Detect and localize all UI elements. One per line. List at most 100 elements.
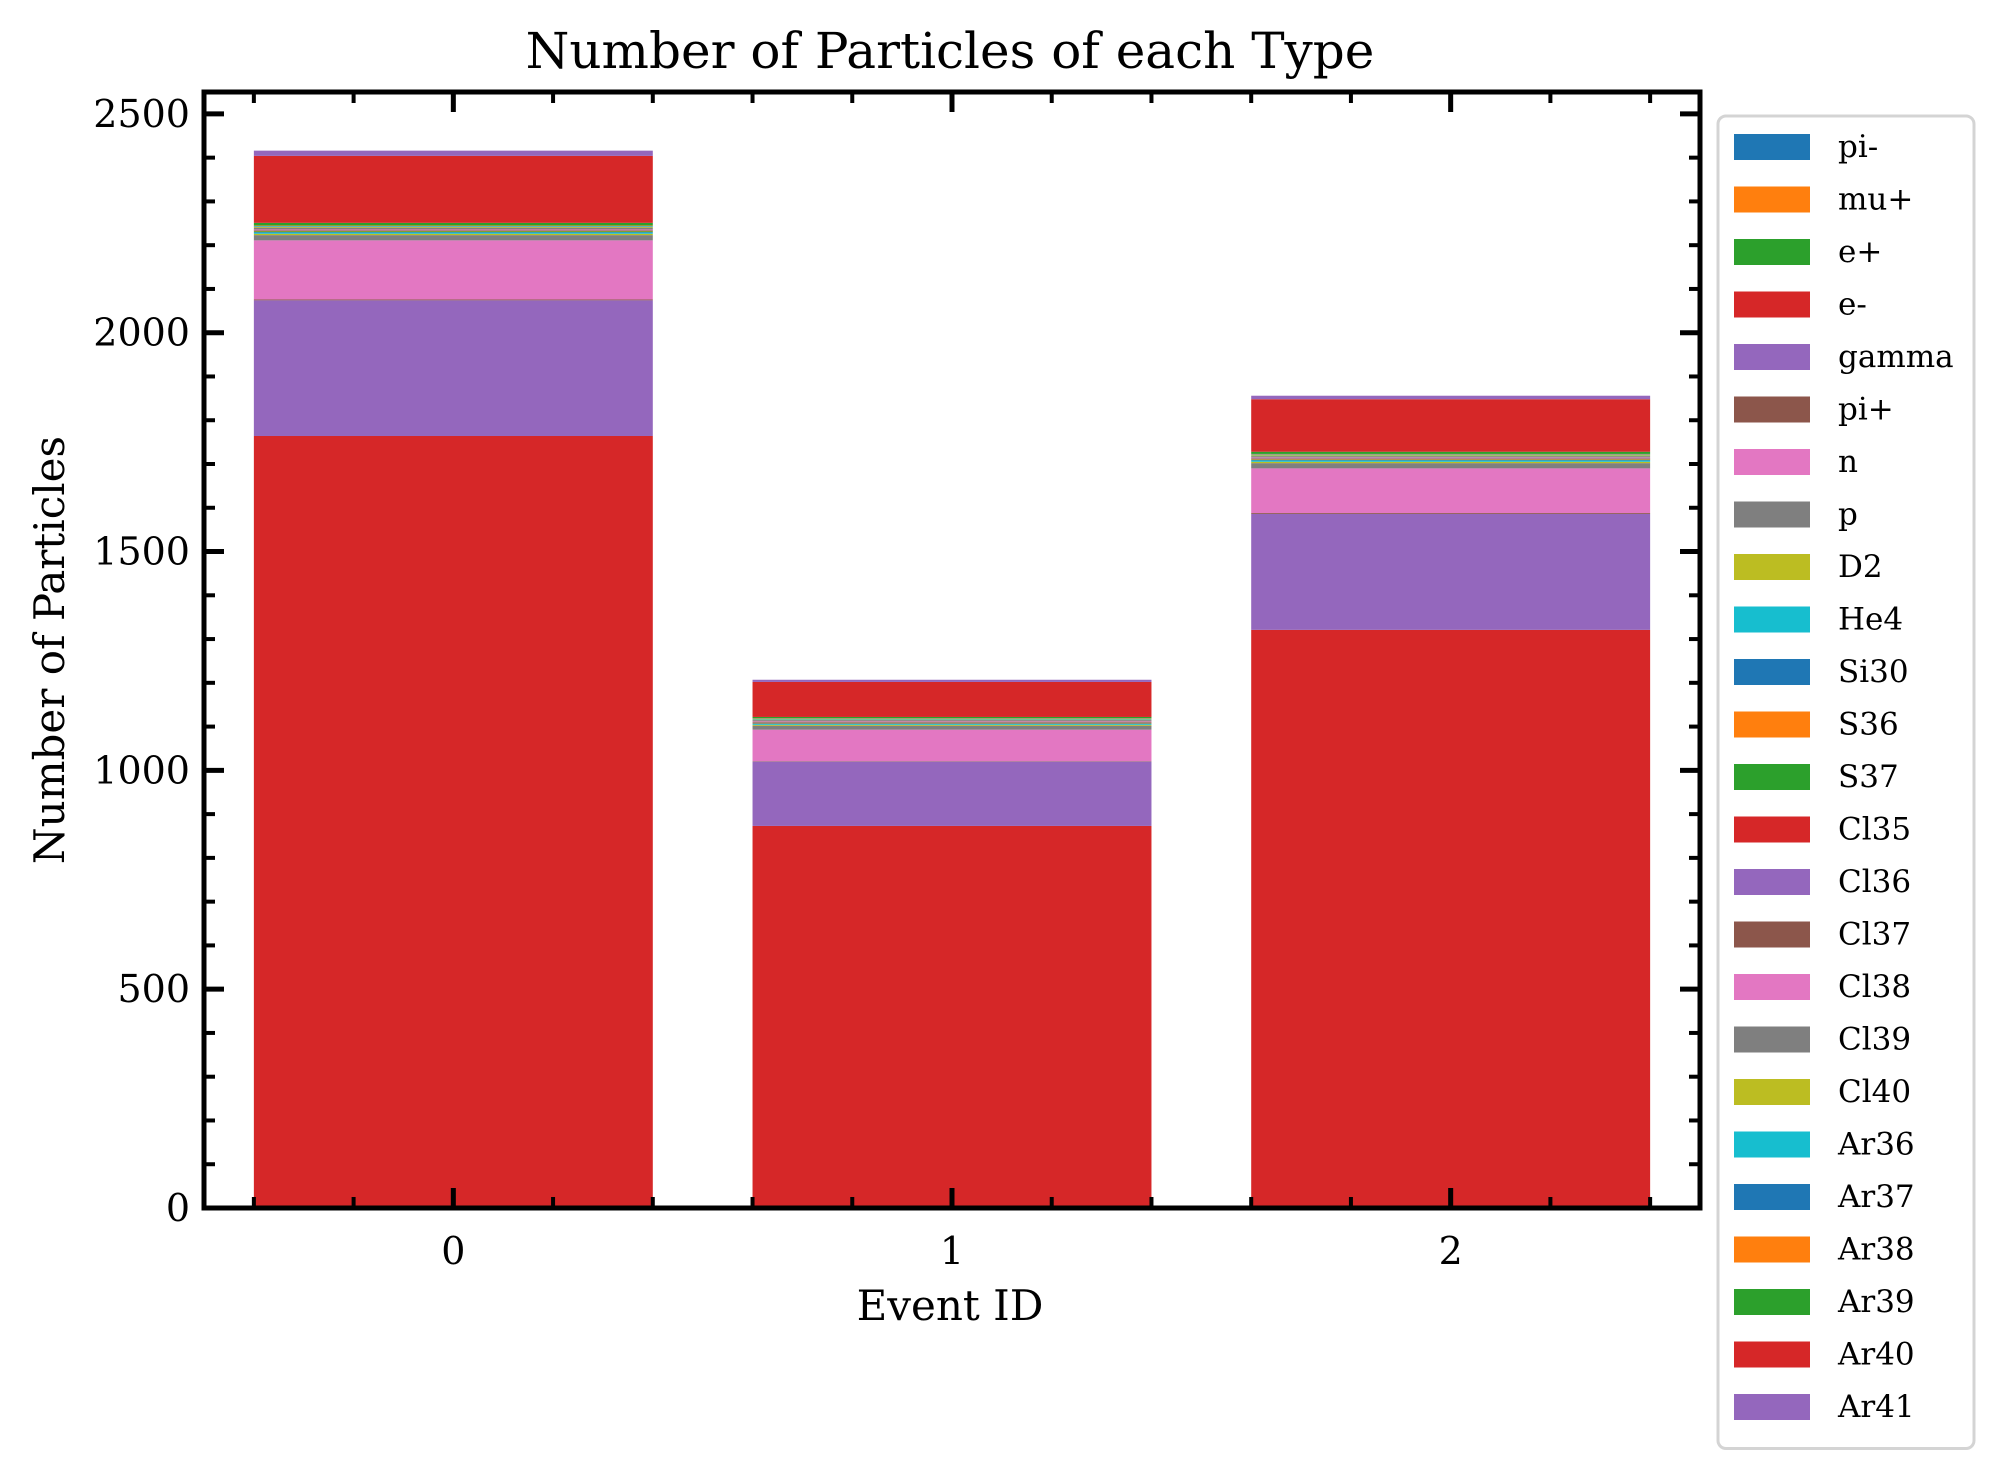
- legend-label-Cl35: Cl35: [1838, 812, 1911, 848]
- bar-segment-gamma-event-0: [253, 300, 653, 436]
- bar-segment-Ar41-event-1: [752, 679, 1152, 682]
- legend-label-e-: e-: [1838, 287, 1867, 323]
- legend-swatch-pi-: [1734, 134, 1810, 160]
- bar-segment-gamma-event-2: [1251, 513, 1651, 630]
- legend-swatch-Ar38: [1734, 1236, 1810, 1263]
- legend-label-pi+: pi+: [1838, 392, 1894, 428]
- bar-segment-Cl39-event-1: [752, 720, 1152, 721]
- legend-swatch-Cl36: [1734, 869, 1810, 895]
- bar-segment-He4-event-2: [1251, 460, 1651, 462]
- bar-segment-e--event-0: [253, 435, 653, 1207]
- y-tick-label: 1500: [93, 530, 190, 574]
- legend: pi-mu+ e+ e-gamma pi+ np D2 He4 Si30 S36 S37 Cl35 C…: [1716, 114, 1976, 1450]
- bar-segment-n-event-0: [253, 240, 653, 300]
- legend-swatch-Cl38: [1734, 974, 1810, 1000]
- bar-segment-p-event-2: [1251, 463, 1651, 469]
- legend-label-gamma: gamma: [1838, 339, 1954, 375]
- legend-label-Cl36: Cl36: [1838, 864, 1911, 900]
- legend-label-n: n: [1838, 444, 1858, 480]
- legend-label-Si30: Si30: [1838, 654, 1909, 690]
- bar-segment-p-event-0: [253, 235, 653, 241]
- bar-segment-D2-event-1: [752, 724, 1152, 726]
- x-tick-label: 1: [940, 1229, 964, 1273]
- bar-segment-Ar40-event-1: [752, 681, 1152, 717]
- legend-label-Cl39: Cl39: [1838, 1022, 1911, 1058]
- bar-segment-pi+-event-2: [1251, 513, 1651, 514]
- bar-segment-D2-event-0: [253, 233, 653, 236]
- legend-swatch-Si30: [1734, 659, 1810, 685]
- legend-swatch-S36: [1734, 711, 1810, 738]
- legend-swatch-p: [1734, 501, 1810, 528]
- legend-swatch-Cl39: [1734, 1026, 1810, 1053]
- legend-label-Cl40: Cl40: [1838, 1074, 1911, 1110]
- x-tick-label: 0: [441, 1229, 465, 1273]
- legend-label-Ar40: Ar40: [1837, 1337, 1915, 1373]
- bar-segment-Ar40-event-0: [253, 155, 653, 223]
- legend-label-Cl38: Cl38: [1838, 969, 1911, 1005]
- x-axis-label: Event ID: [857, 1281, 1044, 1330]
- legend-label-Ar41: Ar41: [1837, 1389, 1915, 1425]
- legend-label-Ar38: Ar38: [1837, 1232, 1915, 1268]
- legend-label-He4: He4: [1838, 602, 1903, 638]
- legend-swatch-pi+: [1734, 396, 1810, 423]
- bar-segment-e--event-1: [752, 825, 1152, 1208]
- bar-segment-pi+-event-0: [253, 299, 653, 301]
- x-tick-labels: 0 1 2: [441, 1229, 1463, 1273]
- bar-stacks: [253, 150, 1651, 1208]
- legend-label-S37: S37: [1838, 759, 1899, 795]
- legend-label-pi-: pi-: [1838, 129, 1878, 165]
- legend-label-p: p: [1838, 497, 1858, 533]
- legend-swatch-Ar39: [1734, 1289, 1810, 1315]
- legend-swatch-S37: [1734, 764, 1810, 790]
- legend-swatch-Ar41: [1734, 1394, 1810, 1420]
- legend-swatch-mu+: [1734, 186, 1810, 213]
- bar-segment-p-event-1: [752, 725, 1152, 730]
- y-tick-label: 0: [166, 1186, 190, 1230]
- legend-label-Ar36: Ar36: [1837, 1127, 1915, 1163]
- bar-segment-Ar39-event-0: [253, 222, 653, 226]
- legend-swatch-Ar36: [1734, 1131, 1810, 1158]
- legend-swatch-Cl35: [1734, 816, 1810, 843]
- bar-segment-gamma-event-1: [752, 761, 1152, 826]
- y-tick-label: 2500: [93, 92, 190, 136]
- bar-segment-Ar39-event-1: [752, 716, 1152, 719]
- plot-frame: [201, 89, 1703, 1211]
- legend-swatch-e+: [1734, 239, 1810, 265]
- legend-swatch-D2: [1734, 554, 1810, 580]
- y-tick-label: 500: [117, 967, 190, 1011]
- bar-segment-Ar40-event-2: [1251, 399, 1651, 452]
- legend-swatch-e-: [1734, 291, 1810, 318]
- bar-segment-D2-event-2: [1251, 461, 1651, 464]
- y-tick-labels: 0 500 1000 1500 2000 2500: [93, 92, 190, 1230]
- legend-label-S36: S36: [1838, 707, 1899, 743]
- legend-label-Ar39: Ar39: [1837, 1284, 1915, 1320]
- x-tick-label: 2: [1439, 1229, 1463, 1273]
- bar-segment-Cl39-event-0: [253, 227, 653, 229]
- bar-segment-He4-event-1: [752, 723, 1152, 725]
- legend-label-D2: D2: [1838, 549, 1883, 585]
- bar-segment-Cl40-event-2: [1251, 455, 1651, 457]
- legend-swatch-n: [1734, 449, 1810, 475]
- legend-label-Ar37: Ar37: [1837, 1179, 1915, 1215]
- legend-swatch-He4: [1734, 606, 1810, 633]
- legend-label-mu+: mu+: [1838, 182, 1913, 218]
- bar-segment-He4-event-0: [253, 232, 653, 234]
- bar-segment-Cl40-event-0: [253, 226, 653, 228]
- bar-segment-S37-event-0: [253, 230, 653, 232]
- bar-segment-Cl39-event-2: [1251, 456, 1651, 458]
- legend-label-Cl37: Cl37: [1838, 917, 1911, 953]
- bar-segment-Ar41-event-2: [1251, 395, 1651, 400]
- bar-segment-Ar39-event-2: [1251, 451, 1651, 454]
- legend-swatch-Ar40: [1734, 1341, 1810, 1368]
- bar-segment-e--event-2: [1251, 629, 1651, 1207]
- legend-swatch-gamma: [1734, 344, 1810, 370]
- bar-segment-Ar41-event-0: [253, 150, 653, 156]
- bar-segment-n-event-1: [752, 729, 1152, 762]
- chart-title: Number of Particles of each Type: [526, 22, 1375, 80]
- y-tick-label: 2000: [93, 311, 190, 355]
- bar-segment-n-event-2: [1251, 468, 1651, 514]
- legend-swatch-Ar37: [1734, 1184, 1810, 1210]
- legend-swatch-Cl37: [1734, 921, 1810, 948]
- y-tick-label: 1000: [93, 748, 190, 792]
